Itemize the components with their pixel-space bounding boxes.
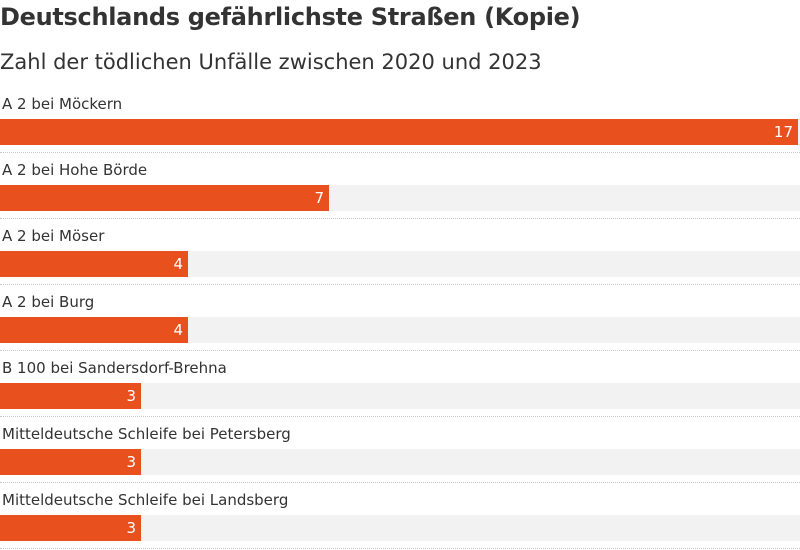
bar-track: 4 xyxy=(0,317,800,343)
bar xyxy=(0,251,188,277)
category-label: Mitteldeutsche Schleife bei Petersberg xyxy=(2,425,291,443)
value-label: 4 xyxy=(173,321,183,339)
row-separator xyxy=(0,152,800,153)
category-label: A 2 bei Hohe Börde xyxy=(2,161,148,179)
bar-row: Mitteldeutsche Schleife bei Petersberg 3 xyxy=(0,418,800,484)
bar-track: 3 xyxy=(0,449,800,475)
row-separator xyxy=(0,218,800,219)
chart-title: Deutschlands gefährlichste Straßen (Kopi… xyxy=(0,3,581,31)
bar-track: 17 xyxy=(0,119,800,145)
bar-track: 7 xyxy=(0,185,800,211)
category-label: A 2 bei Burg xyxy=(2,293,95,311)
bar-row: A 2 bei Möser 4 xyxy=(0,220,800,286)
row-separator xyxy=(0,482,800,483)
category-label: B 100 bei Sandersdorf-Brehna xyxy=(2,359,227,377)
value-label: 17 xyxy=(773,123,793,141)
chart-subtitle: Zahl der tödlichen Unfälle zwischen 2020… xyxy=(0,50,542,74)
row-separator xyxy=(0,350,800,351)
bar-row: A 2 bei Burg 4 xyxy=(0,286,800,352)
value-label: 7 xyxy=(314,189,324,207)
bar-row: B 100 bei Sandersdorf-Brehna 3 xyxy=(0,352,800,418)
bar xyxy=(0,449,141,475)
category-label: Mitteldeutsche Schleife bei Landsberg xyxy=(2,491,289,509)
value-label: 3 xyxy=(126,387,136,405)
bar-row: A 2 bei Hohe Börde 7 xyxy=(0,154,800,220)
row-separator xyxy=(0,548,800,549)
bar xyxy=(0,317,188,343)
bar-track: 3 xyxy=(0,383,800,409)
value-label: 4 xyxy=(173,255,183,273)
bar-row: Mitteldeutsche Schleife bei Landsberg 3 xyxy=(0,484,800,550)
category-label: A 2 bei Möckern xyxy=(2,95,123,113)
bar xyxy=(0,185,329,211)
bar xyxy=(0,119,798,145)
row-separator xyxy=(0,416,800,417)
value-label: 3 xyxy=(126,519,136,537)
bar-track: 4 xyxy=(0,251,800,277)
value-label: 3 xyxy=(126,453,136,471)
row-separator xyxy=(0,284,800,285)
category-label: A 2 bei Möser xyxy=(2,227,105,245)
bar-row: A 2 bei Möckern 17 xyxy=(0,88,800,154)
bar-track: 3 xyxy=(0,515,800,541)
bar xyxy=(0,383,141,409)
